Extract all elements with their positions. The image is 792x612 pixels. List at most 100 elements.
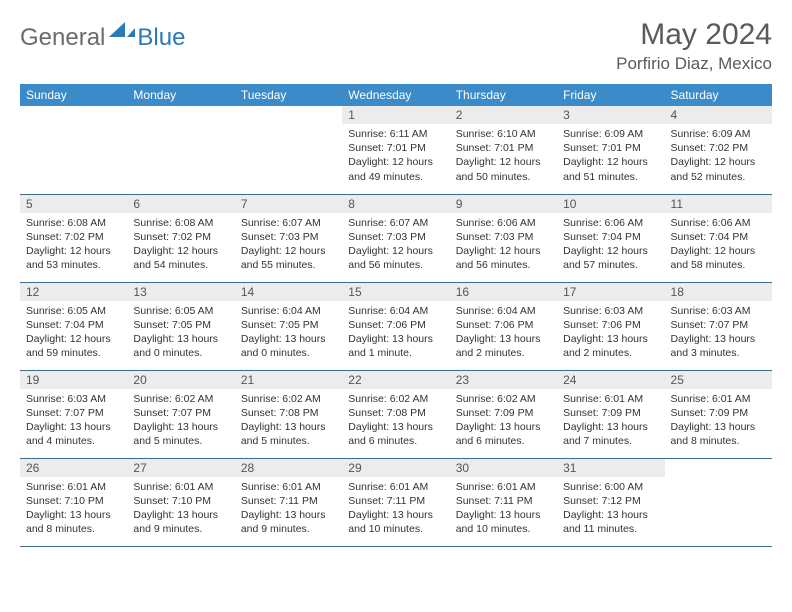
calendar-day-cell: 1Sunrise: 6:11 AMSunset: 7:01 PMDaylight… [342, 106, 449, 194]
calendar-week-row: 12Sunrise: 6:05 AMSunset: 7:04 PMDayligh… [20, 282, 772, 370]
logo-sail-icon [109, 22, 135, 40]
calendar-week-row: 5Sunrise: 6:08 AMSunset: 7:02 PMDaylight… [20, 194, 772, 282]
weekday-header: Monday [127, 84, 234, 106]
day-info: Sunrise: 6:05 AMSunset: 7:05 PMDaylight:… [127, 301, 234, 365]
day-number: 20 [127, 371, 234, 389]
day-info: Sunrise: 6:01 AMSunset: 7:11 PMDaylight:… [342, 477, 449, 541]
day-number: 1 [342, 106, 449, 124]
calendar-day-cell: 12Sunrise: 6:05 AMSunset: 7:04 PMDayligh… [20, 282, 127, 370]
day-number: 26 [20, 459, 127, 477]
calendar-day-cell: 5Sunrise: 6:08 AMSunset: 7:02 PMDaylight… [20, 194, 127, 282]
calendar-day-cell: 26Sunrise: 6:01 AMSunset: 7:10 PMDayligh… [20, 458, 127, 546]
day-info: Sunrise: 6:02 AMSunset: 7:08 PMDaylight:… [342, 389, 449, 453]
calendar-week-row: 19Sunrise: 6:03 AMSunset: 7:07 PMDayligh… [20, 370, 772, 458]
calendar-day-cell [127, 106, 234, 194]
day-info: Sunrise: 6:10 AMSunset: 7:01 PMDaylight:… [450, 124, 557, 188]
day-number: 31 [557, 459, 664, 477]
day-number: 6 [127, 195, 234, 213]
calendar-day-cell: 6Sunrise: 6:08 AMSunset: 7:02 PMDaylight… [127, 194, 234, 282]
day-number: 29 [342, 459, 449, 477]
day-number: 17 [557, 283, 664, 301]
day-number: 28 [235, 459, 342, 477]
day-number: 9 [450, 195, 557, 213]
calendar-day-cell: 8Sunrise: 6:07 AMSunset: 7:03 PMDaylight… [342, 194, 449, 282]
weekday-header: Saturday [665, 84, 772, 106]
day-info: Sunrise: 6:02 AMSunset: 7:08 PMDaylight:… [235, 389, 342, 453]
calendar-day-cell: 21Sunrise: 6:02 AMSunset: 7:08 PMDayligh… [235, 370, 342, 458]
calendar-day-cell: 22Sunrise: 6:02 AMSunset: 7:08 PMDayligh… [342, 370, 449, 458]
day-number: 22 [342, 371, 449, 389]
calendar-day-cell: 10Sunrise: 6:06 AMSunset: 7:04 PMDayligh… [557, 194, 664, 282]
weekday-header: Tuesday [235, 84, 342, 106]
day-info: Sunrise: 6:06 AMSunset: 7:03 PMDaylight:… [450, 213, 557, 277]
day-info: Sunrise: 6:06 AMSunset: 7:04 PMDaylight:… [557, 213, 664, 277]
day-number: 16 [450, 283, 557, 301]
day-number: 13 [127, 283, 234, 301]
day-number: 27 [127, 459, 234, 477]
day-number: 12 [20, 283, 127, 301]
calendar-day-cell: 4Sunrise: 6:09 AMSunset: 7:02 PMDaylight… [665, 106, 772, 194]
weekday-header: Wednesday [342, 84, 449, 106]
day-info: Sunrise: 6:01 AMSunset: 7:09 PMDaylight:… [557, 389, 664, 453]
day-info: Sunrise: 6:00 AMSunset: 7:12 PMDaylight:… [557, 477, 664, 541]
calendar-day-cell: 7Sunrise: 6:07 AMSunset: 7:03 PMDaylight… [235, 194, 342, 282]
day-number: 23 [450, 371, 557, 389]
calendar-day-cell: 14Sunrise: 6:04 AMSunset: 7:05 PMDayligh… [235, 282, 342, 370]
calendar-day-cell: 31Sunrise: 6:00 AMSunset: 7:12 PMDayligh… [557, 458, 664, 546]
day-info: Sunrise: 6:05 AMSunset: 7:04 PMDaylight:… [20, 301, 127, 365]
day-number: 4 [665, 106, 772, 124]
day-number: 8 [342, 195, 449, 213]
calendar-day-cell: 29Sunrise: 6:01 AMSunset: 7:11 PMDayligh… [342, 458, 449, 546]
day-info: Sunrise: 6:08 AMSunset: 7:02 PMDaylight:… [20, 213, 127, 277]
calendar-day-cell: 24Sunrise: 6:01 AMSunset: 7:09 PMDayligh… [557, 370, 664, 458]
calendar-day-cell: 19Sunrise: 6:03 AMSunset: 7:07 PMDayligh… [20, 370, 127, 458]
weekday-header: Thursday [450, 84, 557, 106]
day-number: 30 [450, 459, 557, 477]
header: General Blue May 2024 Porfirio Diaz, Mex… [20, 18, 772, 74]
day-info: Sunrise: 6:01 AMSunset: 7:11 PMDaylight:… [450, 477, 557, 541]
calendar-day-cell [235, 106, 342, 194]
calendar-week-row: 1Sunrise: 6:11 AMSunset: 7:01 PMDaylight… [20, 106, 772, 194]
day-info: Sunrise: 6:03 AMSunset: 7:07 PMDaylight:… [665, 301, 772, 365]
day-number: 7 [235, 195, 342, 213]
day-info: Sunrise: 6:07 AMSunset: 7:03 PMDaylight:… [342, 213, 449, 277]
day-number: 3 [557, 106, 664, 124]
calendar-day-cell: 9Sunrise: 6:06 AMSunset: 7:03 PMDaylight… [450, 194, 557, 282]
calendar-body: 1Sunrise: 6:11 AMSunset: 7:01 PMDaylight… [20, 106, 772, 546]
weekday-header: Sunday [20, 84, 127, 106]
calendar-day-cell: 28Sunrise: 6:01 AMSunset: 7:11 PMDayligh… [235, 458, 342, 546]
day-number: 24 [557, 371, 664, 389]
day-number: 25 [665, 371, 772, 389]
calendar-day-cell: 20Sunrise: 6:02 AMSunset: 7:07 PMDayligh… [127, 370, 234, 458]
calendar-day-cell [20, 106, 127, 194]
day-info: Sunrise: 6:11 AMSunset: 7:01 PMDaylight:… [342, 124, 449, 188]
day-info: Sunrise: 6:04 AMSunset: 7:06 PMDaylight:… [342, 301, 449, 365]
calendar-day-cell: 15Sunrise: 6:04 AMSunset: 7:06 PMDayligh… [342, 282, 449, 370]
calendar-day-cell: 13Sunrise: 6:05 AMSunset: 7:05 PMDayligh… [127, 282, 234, 370]
day-number: 14 [235, 283, 342, 301]
location: Porfirio Diaz, Mexico [616, 54, 772, 74]
day-number: 18 [665, 283, 772, 301]
day-info: Sunrise: 6:01 AMSunset: 7:11 PMDaylight:… [235, 477, 342, 541]
title-block: May 2024 Porfirio Diaz, Mexico [616, 18, 772, 74]
calendar-day-cell: 30Sunrise: 6:01 AMSunset: 7:11 PMDayligh… [450, 458, 557, 546]
logo-blue: Blue [137, 24, 185, 52]
month-title: May 2024 [616, 18, 772, 52]
calendar-day-cell: 25Sunrise: 6:01 AMSunset: 7:09 PMDayligh… [665, 370, 772, 458]
day-info: Sunrise: 6:06 AMSunset: 7:04 PMDaylight:… [665, 213, 772, 277]
day-info: Sunrise: 6:02 AMSunset: 7:07 PMDaylight:… [127, 389, 234, 453]
day-number: 11 [665, 195, 772, 213]
day-number: 10 [557, 195, 664, 213]
day-info: Sunrise: 6:01 AMSunset: 7:09 PMDaylight:… [665, 389, 772, 453]
calendar-day-cell: 23Sunrise: 6:02 AMSunset: 7:09 PMDayligh… [450, 370, 557, 458]
calendar-page: General Blue May 2024 Porfirio Diaz, Mex… [0, 0, 792, 547]
day-info: Sunrise: 6:08 AMSunset: 7:02 PMDaylight:… [127, 213, 234, 277]
day-number: 5 [20, 195, 127, 213]
calendar-day-cell [665, 458, 772, 546]
day-number: 21 [235, 371, 342, 389]
day-info: Sunrise: 6:01 AMSunset: 7:10 PMDaylight:… [20, 477, 127, 541]
day-number: 2 [450, 106, 557, 124]
calendar-week-row: 26Sunrise: 6:01 AMSunset: 7:10 PMDayligh… [20, 458, 772, 546]
day-info: Sunrise: 6:03 AMSunset: 7:06 PMDaylight:… [557, 301, 664, 365]
calendar-day-cell: 18Sunrise: 6:03 AMSunset: 7:07 PMDayligh… [665, 282, 772, 370]
